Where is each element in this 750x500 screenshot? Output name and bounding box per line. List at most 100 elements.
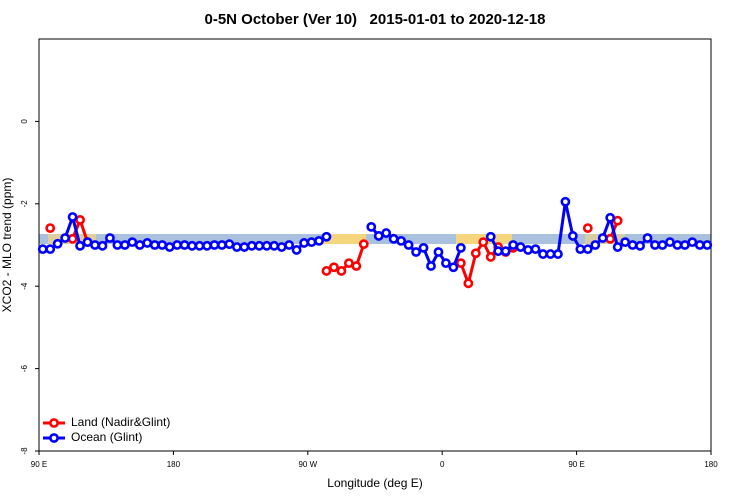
data-point: [627, 240, 638, 250]
data-point: [620, 237, 631, 248]
data-point: [612, 242, 623, 252]
data-point: [426, 261, 436, 271]
data-point: [45, 223, 56, 234]
data-point: [508, 240, 519, 250]
data-point: [455, 242, 466, 253]
data-point: [500, 246, 511, 257]
data-point: [314, 235, 324, 246]
data-point: [605, 212, 616, 223]
data-point: [37, 244, 48, 255]
y-tick-label: -2: [20, 200, 29, 208]
x-tick-label: 90 E: [31, 460, 47, 469]
data-point: [575, 244, 586, 255]
legend-marker: [49, 418, 59, 428]
y-tick-label: -8: [20, 447, 29, 455]
data-point: [358, 239, 369, 250]
data-point: [142, 238, 153, 248]
data-point: [75, 214, 85, 225]
x-tick-label: 90 E: [568, 460, 584, 469]
x-tick-label: 90 W: [298, 460, 317, 469]
data-point: [157, 240, 168, 250]
data-point: [657, 240, 668, 250]
x-tick-label: 180: [704, 460, 718, 469]
y-tick-label: -4: [20, 282, 29, 290]
data-point: [119, 240, 130, 250]
data-point: [291, 245, 302, 255]
data-point: [105, 233, 115, 243]
data-point: [687, 237, 698, 248]
data-point: [321, 231, 332, 242]
data-point: [403, 240, 414, 250]
data-point: [209, 240, 220, 250]
data-point: [366, 221, 377, 232]
x-tick-label: 180: [167, 460, 181, 469]
x-axis-label: Longitude (deg E): [327, 476, 422, 490]
data-point: [396, 235, 407, 246]
data-point: [75, 240, 85, 251]
data-point: [702, 240, 713, 250]
y-tick-label: -6: [20, 364, 29, 372]
data-point: [478, 237, 489, 248]
data-point: [97, 240, 108, 251]
data-point: [470, 248, 481, 259]
data-point: [82, 237, 93, 248]
data-point: [635, 240, 645, 251]
data-point: [560, 196, 571, 207]
data-point: [60, 233, 71, 243]
data-point: [485, 252, 496, 262]
data-point: [52, 238, 63, 249]
data-point: [694, 240, 705, 250]
data-point: [299, 238, 309, 248]
data-point: [45, 244, 56, 255]
data-point: [582, 223, 593, 234]
data-point: [493, 246, 504, 257]
data-point: [217, 240, 227, 250]
data-point: [388, 233, 399, 244]
data-point: [455, 258, 466, 269]
data-point: [164, 242, 175, 252]
data-point: [67, 233, 78, 244]
data-point: [590, 240, 601, 250]
data-point: [538, 249, 548, 259]
data-point: [67, 212, 78, 222]
data-point: [448, 262, 459, 273]
data-point: [321, 266, 332, 276]
data-point: [149, 240, 160, 250]
x-tick-label: 0: [440, 460, 445, 469]
data-point: [515, 242, 526, 252]
legend-label: Land (Nadir&Glint): [71, 415, 170, 429]
data-point: [381, 228, 392, 238]
data-point: [261, 240, 272, 251]
data-point: [523, 245, 533, 255]
data-point: [224, 239, 235, 250]
data-point: [463, 278, 474, 289]
data-point: [373, 231, 384, 241]
data-point: [231, 242, 242, 252]
data-point: [582, 244, 593, 255]
data-point: [336, 266, 347, 276]
data-point: [441, 258, 451, 269]
data-point: [112, 240, 123, 250]
chart-title: 0-5N October (Ver 10) 2015-01-01 to 2020…: [204, 11, 545, 28]
data-point: [194, 240, 205, 251]
data-point: [597, 233, 608, 243]
data-point: [642, 233, 653, 243]
data-point: [612, 215, 623, 226]
legend-label: Ocean (Glint): [71, 430, 142, 444]
data-point: [605, 233, 616, 244]
data-point: [567, 231, 578, 241]
data-point: [134, 240, 145, 250]
data-point: [485, 231, 496, 242]
background-band-highlight: [322, 234, 366, 244]
data-point: [343, 258, 354, 269]
data-point: [545, 249, 556, 259]
data-point: [202, 240, 212, 251]
data-point: [351, 261, 362, 271]
data-point: [679, 240, 690, 250]
data-point: [90, 240, 100, 250]
data-point: [433, 247, 444, 257]
data-point: [530, 244, 541, 255]
data-point: [239, 242, 250, 252]
data-point: [276, 242, 287, 252]
